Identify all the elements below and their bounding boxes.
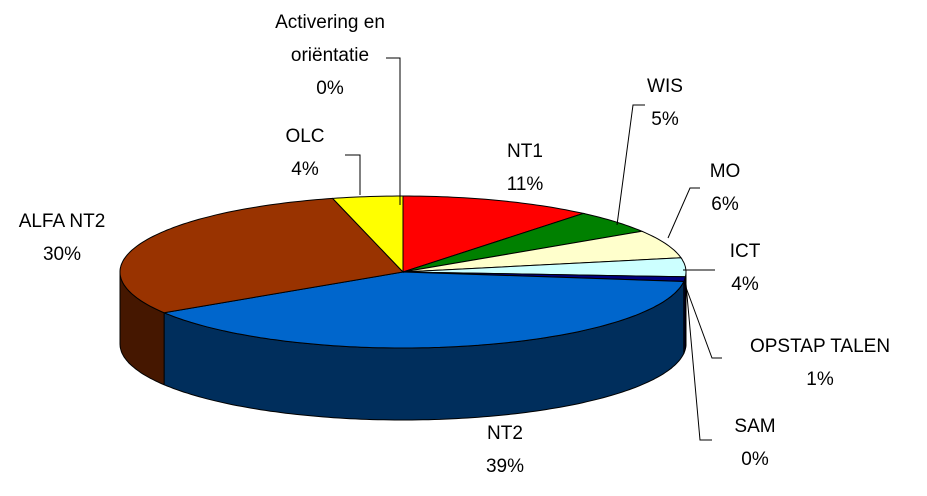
value-label: 0% (316, 78, 344, 99)
slice-label: NT2 39% (455, 417, 555, 483)
slice-label: NT1 11% (475, 135, 575, 201)
value-label: 4% (731, 274, 759, 295)
value-label: 30% (42, 244, 82, 265)
pie-slice (331, 195, 404, 274)
category-name: NT2 (487, 423, 523, 444)
slice-label: SAM 0% (715, 410, 795, 476)
slice-label: Activering en oriëntatie 0% (255, 6, 405, 105)
pie-slice (402, 195, 586, 273)
value-label: 5% (651, 109, 679, 130)
category-name: Activering en oriëntatie (275, 12, 385, 66)
leader-line (616, 104, 645, 226)
category-name: OLC (285, 126, 325, 147)
slice-label: WIS 5% (625, 70, 705, 136)
value-label: 6% (711, 194, 739, 215)
slice-label: MO 6% (685, 155, 765, 221)
category-name: NT1 (507, 141, 543, 162)
category-name: OPSTAP TALEN (749, 336, 891, 357)
category-name: ICT (729, 241, 761, 262)
pie-slice (402, 212, 644, 273)
category-name: WIS (647, 76, 683, 97)
slice-label: OPSTAP TALEN 1% (710, 330, 927, 396)
slice-label: OLC 4% (265, 120, 345, 186)
slice-label: ICT 4% (705, 235, 785, 301)
leader-line (345, 154, 361, 195)
category-name: SAM (734, 416, 776, 437)
category-name: MO (709, 161, 741, 182)
value-label: 4% (291, 159, 319, 180)
pie-slice (402, 257, 687, 278)
value-label: 0% (741, 449, 769, 470)
pie-slice (119, 197, 405, 314)
leader-line (667, 187, 700, 239)
value-label: 11% (506, 174, 544, 195)
leader-line (683, 281, 722, 359)
value-label: 1% (806, 369, 834, 390)
pie-slice (402, 230, 682, 273)
leader-line (685, 283, 712, 441)
category-name: ALFA NT2 (18, 211, 106, 232)
value-label: 39% (485, 456, 525, 477)
leader-line (386, 57, 401, 205)
slice-label: ALFA NT2 30% (0, 205, 132, 271)
